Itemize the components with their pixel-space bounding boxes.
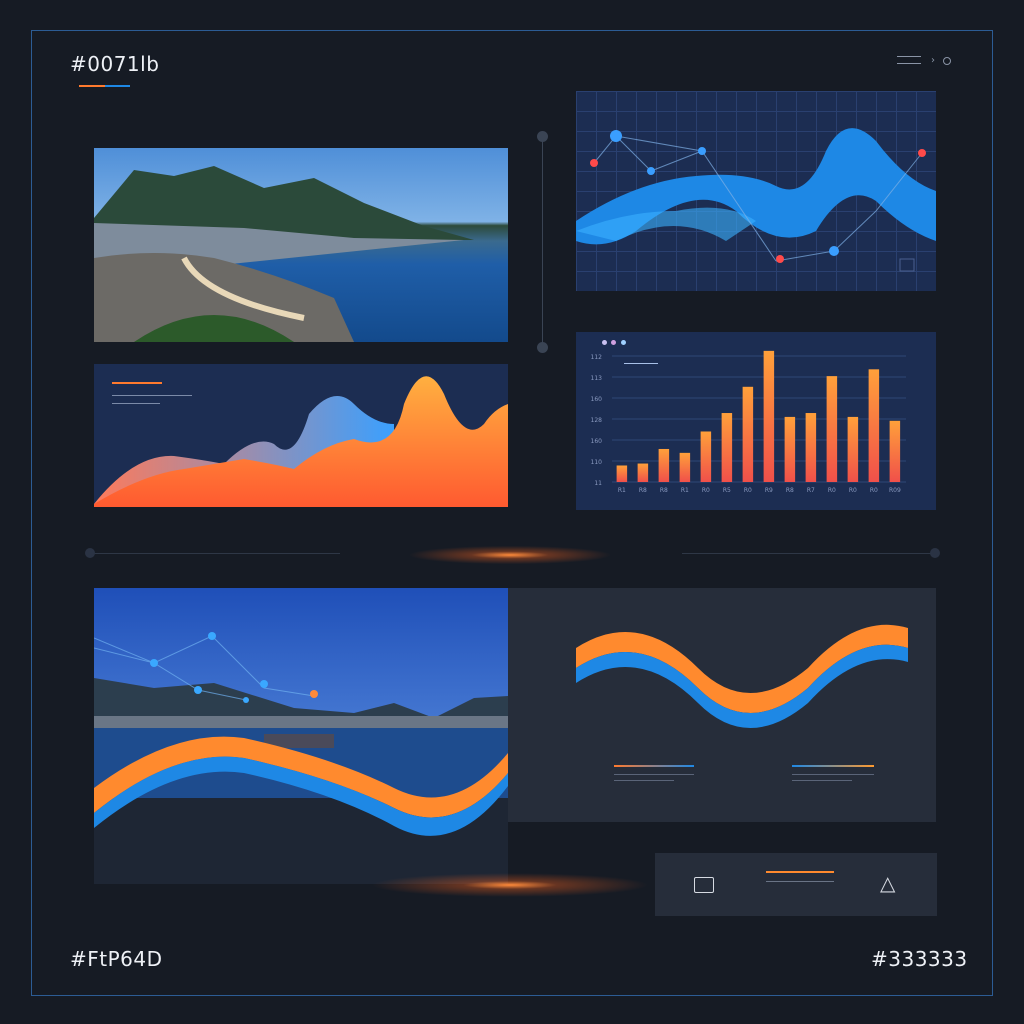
y-tick-label: 11 bbox=[594, 480, 602, 487]
x-tick-label: R8 bbox=[660, 487, 668, 494]
color-code-bottom-left: #FtP64D bbox=[70, 947, 163, 971]
window-dot bbox=[611, 340, 616, 345]
network-wave-panel bbox=[576, 91, 936, 291]
outer-frame bbox=[31, 30, 993, 996]
separator-handle bbox=[930, 548, 940, 558]
toolbar: △ bbox=[655, 853, 937, 916]
x-tick-label: R9 bbox=[765, 487, 773, 494]
bar bbox=[826, 376, 838, 482]
caption-accent bbox=[792, 765, 874, 767]
recycle-icon[interactable]: △ bbox=[880, 871, 896, 895]
divider-handle[interactable] bbox=[537, 131, 548, 142]
window-dot bbox=[621, 340, 626, 345]
toolbar-accent bbox=[766, 871, 834, 873]
divider-handle[interactable] bbox=[537, 342, 548, 353]
y-tick-label: 128 bbox=[591, 417, 603, 424]
bar bbox=[805, 413, 817, 482]
window-dot bbox=[602, 340, 607, 345]
bar bbox=[847, 416, 859, 482]
x-tick-label: R8 bbox=[639, 487, 647, 494]
x-tick-label: R0 bbox=[744, 487, 752, 494]
bar bbox=[721, 413, 733, 482]
accent-underline-orange bbox=[79, 85, 105, 87]
bar-chart-panel: 112 113 160 128 160 110 11 R1 R8 R8 R1 R0 R5 R0 R9 R8 R7… bbox=[576, 332, 936, 510]
glow-accent bbox=[400, 545, 620, 565]
menu-icon[interactable] bbox=[897, 56, 921, 64]
photo-coastal-city bbox=[94, 148, 508, 342]
legend-line bbox=[112, 395, 192, 396]
bar bbox=[637, 463, 649, 482]
wave-series-blue bbox=[576, 128, 936, 245]
wave-orange bbox=[94, 736, 508, 818]
circle-icon[interactable] bbox=[943, 57, 951, 65]
bar bbox=[784, 416, 796, 482]
x-tick-label: R8 bbox=[786, 487, 794, 494]
y-tick-label: 160 bbox=[591, 438, 603, 445]
caption-text-line bbox=[792, 774, 874, 775]
x-tick-label: R0 bbox=[828, 487, 836, 494]
wave-blue bbox=[94, 756, 508, 836]
area-chart-panel bbox=[94, 364, 508, 507]
color-code-top-left: #0071lb bbox=[70, 52, 160, 76]
bar bbox=[679, 452, 691, 482]
x-tick-label: R09 bbox=[889, 487, 901, 494]
bar bbox=[868, 369, 880, 482]
folder-icon[interactable] bbox=[694, 877, 714, 893]
bar bbox=[742, 386, 754, 482]
bar-chart: 112 113 160 128 160 110 11 R1 R8 R8 R1 R0 R5 R0 R9 R8 R7… bbox=[591, 350, 906, 494]
separator-line bbox=[90, 553, 340, 554]
legend-line-orange bbox=[112, 382, 162, 384]
bar bbox=[889, 420, 901, 482]
x-tick-label: R1 bbox=[618, 487, 626, 494]
color-code-bottom-right: #333333 bbox=[871, 947, 968, 971]
glow-accent bbox=[360, 872, 660, 898]
x-tick-label: R5 bbox=[723, 487, 731, 494]
y-tick-label: 113 bbox=[591, 375, 603, 382]
bar bbox=[763, 350, 775, 482]
wave-blue bbox=[576, 644, 908, 728]
wave-orange bbox=[576, 624, 908, 713]
bar bbox=[658, 448, 670, 482]
caption-text-line bbox=[614, 780, 674, 781]
bar bbox=[616, 465, 628, 482]
separator-handle bbox=[85, 548, 95, 558]
toolbar-text-line bbox=[766, 881, 834, 882]
x-tick-label: R7 bbox=[807, 487, 815, 494]
y-tick-label: 160 bbox=[591, 396, 603, 403]
y-tick-label: 110 bbox=[591, 459, 603, 466]
x-tick-label: R0 bbox=[870, 487, 878, 494]
caption-text-line bbox=[792, 780, 852, 781]
x-tick-label: R0 bbox=[849, 487, 857, 494]
harbor-panel bbox=[94, 588, 508, 884]
caption-accent bbox=[614, 765, 694, 767]
wave-panel bbox=[508, 588, 936, 822]
x-tick-label: R1 bbox=[681, 487, 689, 494]
legend-line bbox=[112, 403, 160, 404]
y-tick-label: 112 bbox=[591, 354, 603, 361]
x-tick-label: R0 bbox=[702, 487, 710, 494]
legend-line bbox=[624, 363, 658, 364]
area-series-orange bbox=[94, 376, 508, 507]
vertical-divider bbox=[542, 136, 543, 348]
chevron-icon[interactable]: › bbox=[931, 55, 935, 66]
accent-underline-blue bbox=[105, 85, 130, 87]
bar bbox=[700, 431, 712, 482]
separator-line bbox=[682, 553, 932, 554]
caption-text-line bbox=[614, 774, 694, 775]
